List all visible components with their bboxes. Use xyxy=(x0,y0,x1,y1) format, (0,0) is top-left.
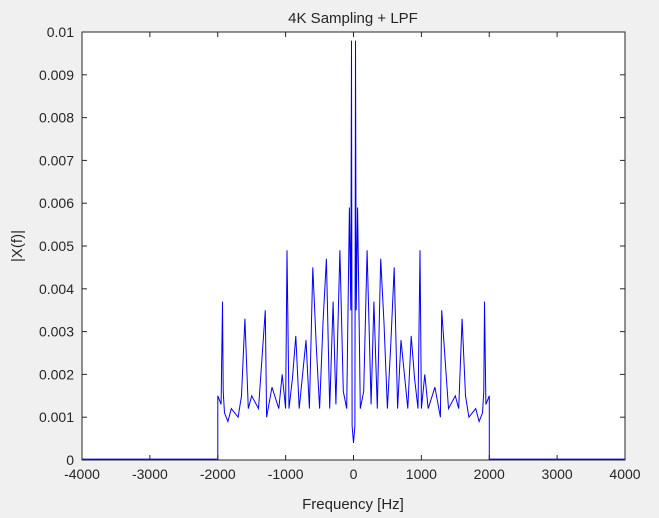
y-axis-label: |X(f)| xyxy=(9,230,26,262)
y-tick-label: 0.009 xyxy=(39,67,74,83)
x-tick-label: -4000 xyxy=(64,466,100,482)
y-tick-label: 0.006 xyxy=(39,195,74,211)
x-tick-label: -1000 xyxy=(268,466,304,482)
y-tick-label: 0.01 xyxy=(47,24,74,40)
y-tick-label: 0 xyxy=(66,452,74,468)
spectrum-line-group xyxy=(82,40,625,460)
y-tick-label: 0.004 xyxy=(39,281,74,297)
spectrum-series-line xyxy=(82,40,625,460)
x-axis-label: Frequency [Hz] xyxy=(302,496,404,513)
x-tick-label: 0 xyxy=(350,466,358,482)
x-tick-label: -2000 xyxy=(200,466,236,482)
y-axis: 0 0.001 0.002 0.003 0.004 0.005 0.006 0.007 0.00… xyxy=(39,24,625,468)
plot-area xyxy=(82,32,625,460)
x-tick-label: -3000 xyxy=(132,466,168,482)
x-tick-label: 3000 xyxy=(542,466,573,482)
y-tick-label: 0.008 xyxy=(39,110,74,126)
y-tick-label: 0.005 xyxy=(39,238,74,254)
y-tick-label: 0.003 xyxy=(39,324,74,340)
y-tick-label: 0.002 xyxy=(39,366,74,382)
x-tick-label: 1000 xyxy=(406,466,437,482)
y-tick-label: 0.007 xyxy=(39,152,74,168)
chart-title: 4K Sampling + LPF xyxy=(288,10,418,27)
x-axis: -4000 -3000 -2000 -1000 0 1000 2000 3000 4000 xyxy=(64,32,641,482)
y-tick-label: 0.001 xyxy=(39,409,74,425)
x-tick-label: 2000 xyxy=(474,466,505,482)
x-tick-label: 4000 xyxy=(609,466,640,482)
